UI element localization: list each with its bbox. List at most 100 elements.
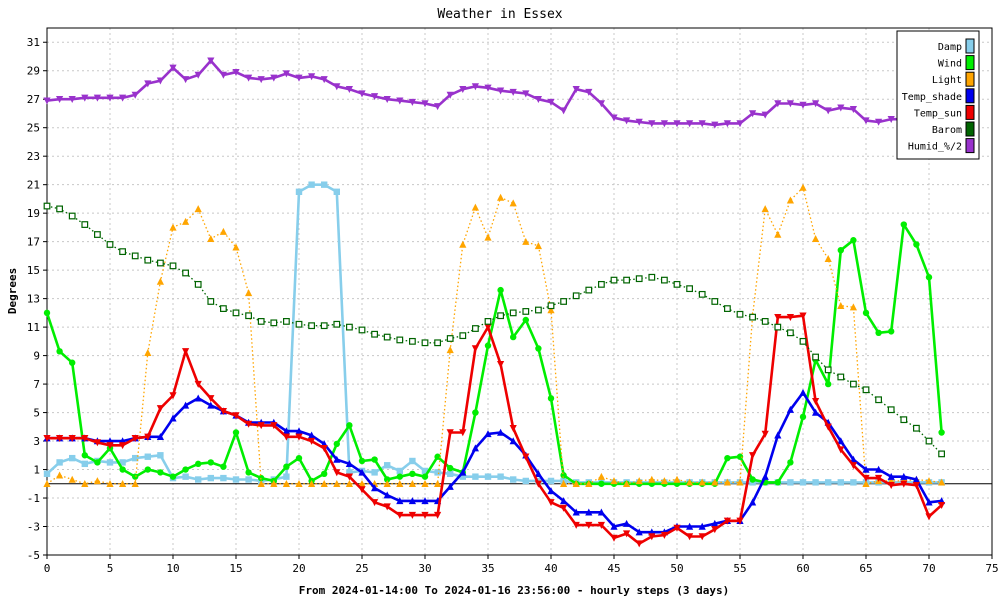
- barom-point: [81, 221, 89, 228]
- barom-point: [333, 320, 341, 328]
- wind-point: [333, 440, 340, 448]
- temp-shade-point: [169, 414, 177, 422]
- y-axis-label: Degrees: [6, 268, 19, 314]
- x-tick-label: 70: [922, 562, 935, 575]
- humid-2-point: [698, 120, 706, 128]
- temp-sun-point: [131, 435, 139, 443]
- light-point: [938, 478, 946, 486]
- barom-point: [698, 290, 706, 298]
- temp-shade-point: [484, 430, 492, 438]
- temp-sun-point: [711, 526, 719, 534]
- barom-point: [182, 269, 190, 277]
- temp-sun-point: [509, 425, 517, 433]
- humid-2-point: [471, 83, 479, 91]
- light-point: [182, 217, 190, 225]
- barom-point: [635, 275, 643, 283]
- temp-sun-point: [434, 511, 442, 519]
- damp-point: [106, 459, 114, 466]
- humid-2-point: [421, 100, 429, 108]
- temp-sun-point: [207, 395, 215, 403]
- barom-point: [68, 212, 76, 220]
- barom-point: [446, 335, 454, 342]
- barom-point: [283, 318, 290, 325]
- temp-sun-point: [723, 517, 731, 525]
- wind-point: [69, 359, 76, 366]
- damp-point: [144, 453, 151, 460]
- temp-sun-point: [522, 453, 530, 461]
- humid-2-point: [749, 110, 757, 118]
- humid-2-point: [459, 86, 467, 94]
- temp-shade-point: [308, 431, 316, 439]
- temp-shade-point: [509, 437, 517, 445]
- light-point: [131, 479, 139, 487]
- damp-point: [421, 467, 429, 475]
- temp-sun-point: [749, 452, 757, 460]
- light-point: [812, 235, 820, 242]
- light-point: [295, 479, 303, 487]
- wind-point: [434, 453, 441, 460]
- wind-point: [749, 476, 756, 483]
- temp-shade-point: [812, 408, 820, 416]
- y-tick-label: 21: [27, 179, 40, 192]
- temp-sun-point: [484, 323, 492, 331]
- barom-point: [610, 276, 618, 284]
- temp-shade-point: [925, 498, 933, 506]
- light-point: [786, 196, 794, 204]
- damp-point: [182, 473, 189, 480]
- temp-sun-point: [761, 430, 769, 438]
- legend-label-light: Light: [932, 75, 962, 86]
- humid-2-point: [585, 88, 593, 96]
- barom-point: [497, 312, 504, 320]
- humid-2-point: [875, 118, 883, 126]
- damp-point: [825, 479, 832, 486]
- light-point: [660, 477, 668, 485]
- y-tick-label: 13: [27, 293, 40, 306]
- wind-point: [207, 459, 214, 466]
- temp-shade-point: [534, 470, 542, 478]
- barom-point: [459, 332, 467, 340]
- damp-point: [69, 454, 76, 462]
- light-point: [219, 227, 227, 235]
- legend-label-temp-sun: Temp_sun: [914, 108, 962, 119]
- light-point: [144, 348, 152, 356]
- light-point: [723, 478, 731, 486]
- light-point: [169, 223, 177, 231]
- barom-point: [409, 337, 416, 345]
- humid-2-point: [144, 80, 152, 88]
- temp-sun-point: [824, 423, 832, 431]
- wind-point: [547, 395, 555, 402]
- y-tick-label: 9: [33, 350, 40, 363]
- temp-shade-point: [711, 519, 719, 527]
- barom-point: [119, 248, 127, 256]
- temp-sun-point: [43, 435, 51, 443]
- temp-sun-point: [799, 312, 807, 320]
- humid-2-point: [81, 94, 89, 102]
- barom-point: [660, 276, 668, 284]
- legend: Damp Wind Light Temp_shade Temp_sun Barom Humi…: [896, 30, 980, 160]
- damp-point: [434, 469, 441, 476]
- wind-point: [346, 422, 353, 429]
- temp-sun-point: [446, 429, 454, 437]
- temp-shade-point: [333, 455, 341, 463]
- temp-sun-point: [912, 482, 920, 490]
- temp-sun-point: [68, 435, 76, 443]
- light-point: [774, 230, 782, 238]
- temp-shade-point: [585, 508, 593, 516]
- humid-2-point: [194, 71, 202, 79]
- damp-point: [384, 462, 391, 469]
- x-tick-label: 65: [859, 562, 872, 575]
- barom-point: [43, 202, 51, 210]
- series-temp-shade: [43, 388, 946, 536]
- temp-shade-point: [471, 444, 479, 452]
- temp-shade-point: [345, 460, 353, 468]
- temp-shade-point: [207, 401, 215, 409]
- series-layer: [43, 57, 946, 548]
- light-point: [396, 479, 404, 487]
- temp-shade-point: [282, 427, 290, 435]
- humid-2-point: [131, 91, 139, 99]
- barom-point: [509, 309, 517, 317]
- wind-point: [598, 480, 605, 487]
- barom-point: [169, 262, 177, 270]
- wind-point: [875, 329, 882, 337]
